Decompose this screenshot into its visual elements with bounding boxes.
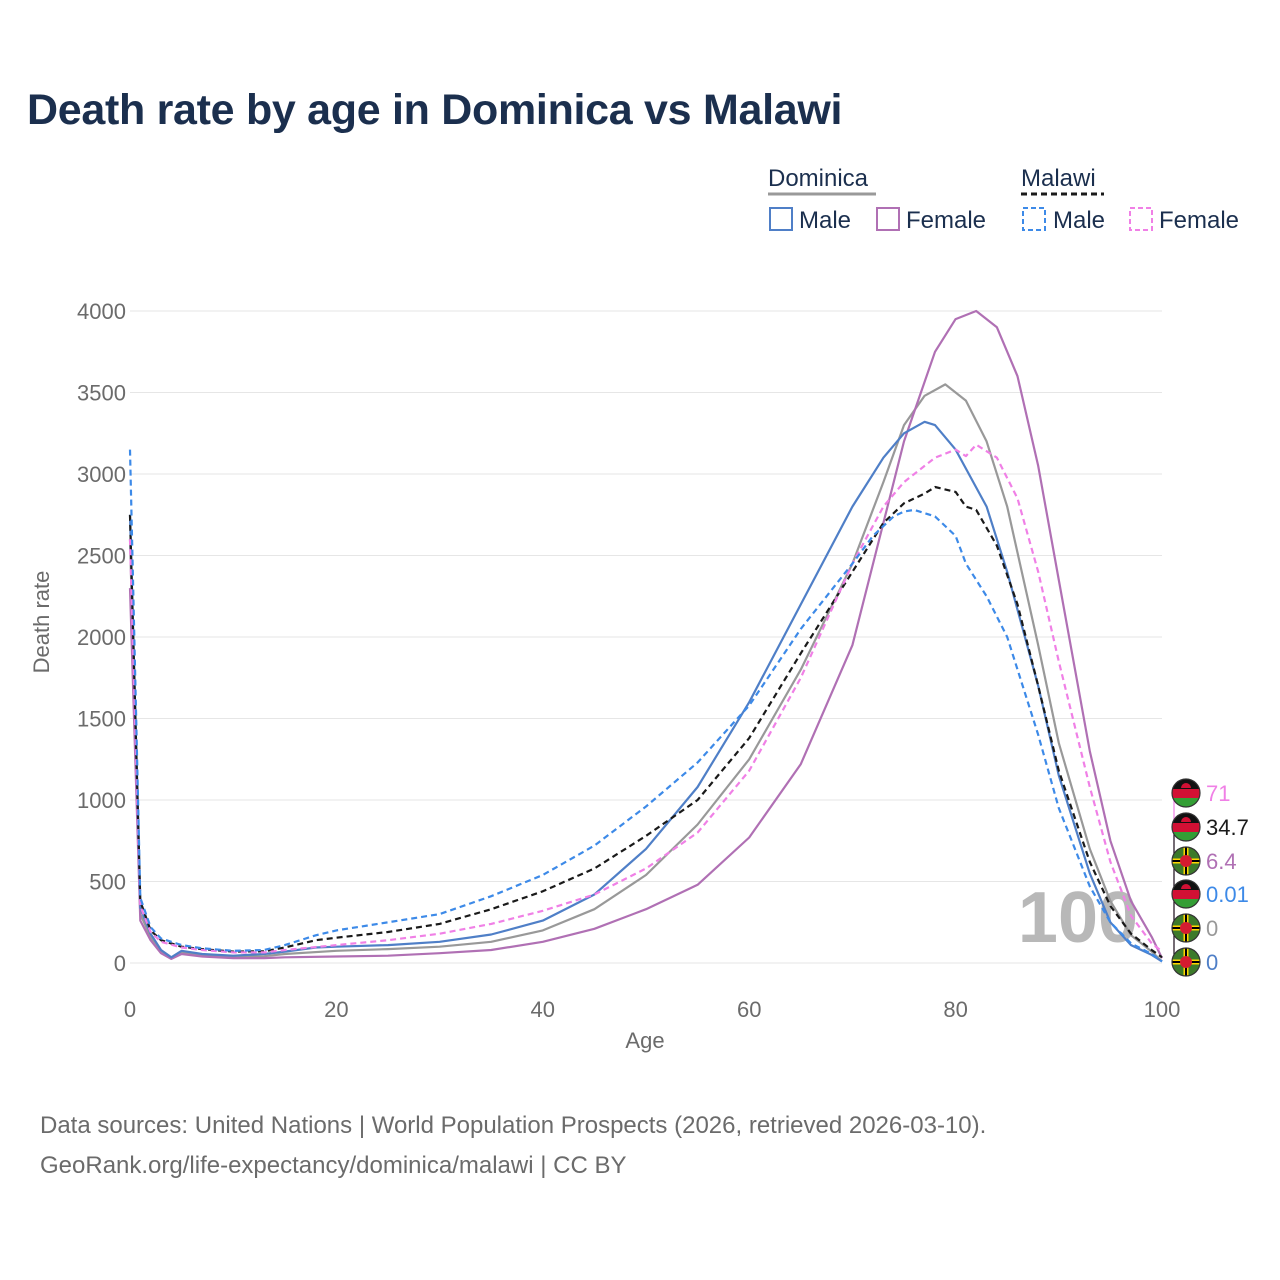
y-tick-label: 1500 xyxy=(77,707,126,732)
legend-malawi-male[interactable]: Male xyxy=(1053,207,1105,234)
dominica-flag-icon xyxy=(1171,913,1201,943)
series-line-dominica-total[interactable] xyxy=(128,383,1163,963)
gridlines xyxy=(130,310,1162,964)
x-tick-label: 20 xyxy=(324,997,348,1022)
legend-country-dominica: Dominica xyxy=(768,165,869,192)
y-tick-labels: 0 500 1000 1500 2000 2500 3000 3500 4000 xyxy=(77,299,126,976)
end-label-dominica-total: 0 xyxy=(1206,916,1218,941)
legend-country-malawi: Malawi xyxy=(1021,165,1096,192)
y-tick-label: 500 xyxy=(89,870,126,895)
x-tick-label: 100 xyxy=(1144,997,1181,1022)
y-tick-label: 3000 xyxy=(77,462,126,487)
y-tick-label: 2000 xyxy=(77,625,126,650)
legend-malawi-female[interactable]: Female xyxy=(1159,207,1239,234)
y-tick-label: 3500 xyxy=(77,381,126,406)
end-label-malawi-male: 0.01 xyxy=(1206,882,1249,907)
series-line-dominica-female[interactable] xyxy=(128,309,1163,961)
x-tick-label: 60 xyxy=(737,997,761,1022)
legend-dominica-female[interactable]: Female xyxy=(906,207,986,234)
series-line-dominica-male[interactable] xyxy=(128,420,1163,963)
x-tick-label: 0 xyxy=(124,997,136,1022)
legend-dominica-male-swatch xyxy=(769,207,793,231)
end-label-malawi-female: 71 xyxy=(1206,781,1230,806)
malawi-flag-icon xyxy=(1171,879,1201,909)
end-label-dominica-male: 0 xyxy=(1206,950,1218,975)
x-tick-labels: 0 20 40 60 80 100 xyxy=(124,997,1180,1022)
legend-dominica-male[interactable]: Male xyxy=(799,207,851,234)
series-lines xyxy=(128,309,1163,963)
malawi-flag-icon xyxy=(1171,812,1201,842)
x-axis-label: Age xyxy=(625,1028,664,1053)
footer-sources: Data sources: United Nations | World Pop… xyxy=(40,1112,987,1139)
y-tick-label: 2500 xyxy=(77,544,126,569)
footer-link[interactable]: GeoRank.org/life-expectancy/dominica/mal… xyxy=(40,1152,627,1179)
end-label-dominica-female: 6.4 xyxy=(1206,849,1237,874)
legend-malawi-female-swatch xyxy=(1129,207,1153,231)
y-tick-label: 4000 xyxy=(77,299,126,324)
y-tick-label: 0 xyxy=(114,951,126,976)
x-tick-label: 40 xyxy=(531,997,555,1022)
x-tick-label: 80 xyxy=(943,997,967,1022)
series-line-malawi-female[interactable] xyxy=(128,443,1163,954)
y-tick-label: 1000 xyxy=(77,788,126,813)
footer: Data sources: United Nations | World Pop… xyxy=(40,1106,986,1186)
end-label-malawi-total: 34.7 xyxy=(1206,815,1249,840)
malawi-flag-icon xyxy=(1171,778,1201,808)
dominica-flag-icon xyxy=(1171,846,1201,876)
legend: Dominica Male Female Malawi Male Female xyxy=(768,165,1239,234)
legend-malawi-male-swatch xyxy=(1022,207,1046,231)
series-line-malawi-male[interactable] xyxy=(128,449,1163,963)
end-markers: 71 34.7 6.4 0.01 0 0 xyxy=(1171,778,1249,977)
chart-title: Death rate by age in Dominica vs Malawi xyxy=(27,86,843,134)
dominica-flag-icon xyxy=(1171,947,1201,977)
series-line-malawi-total[interactable] xyxy=(128,485,1163,959)
legend-dominica-female-swatch xyxy=(876,207,900,231)
y-axis-label: Death rate xyxy=(29,571,54,674)
